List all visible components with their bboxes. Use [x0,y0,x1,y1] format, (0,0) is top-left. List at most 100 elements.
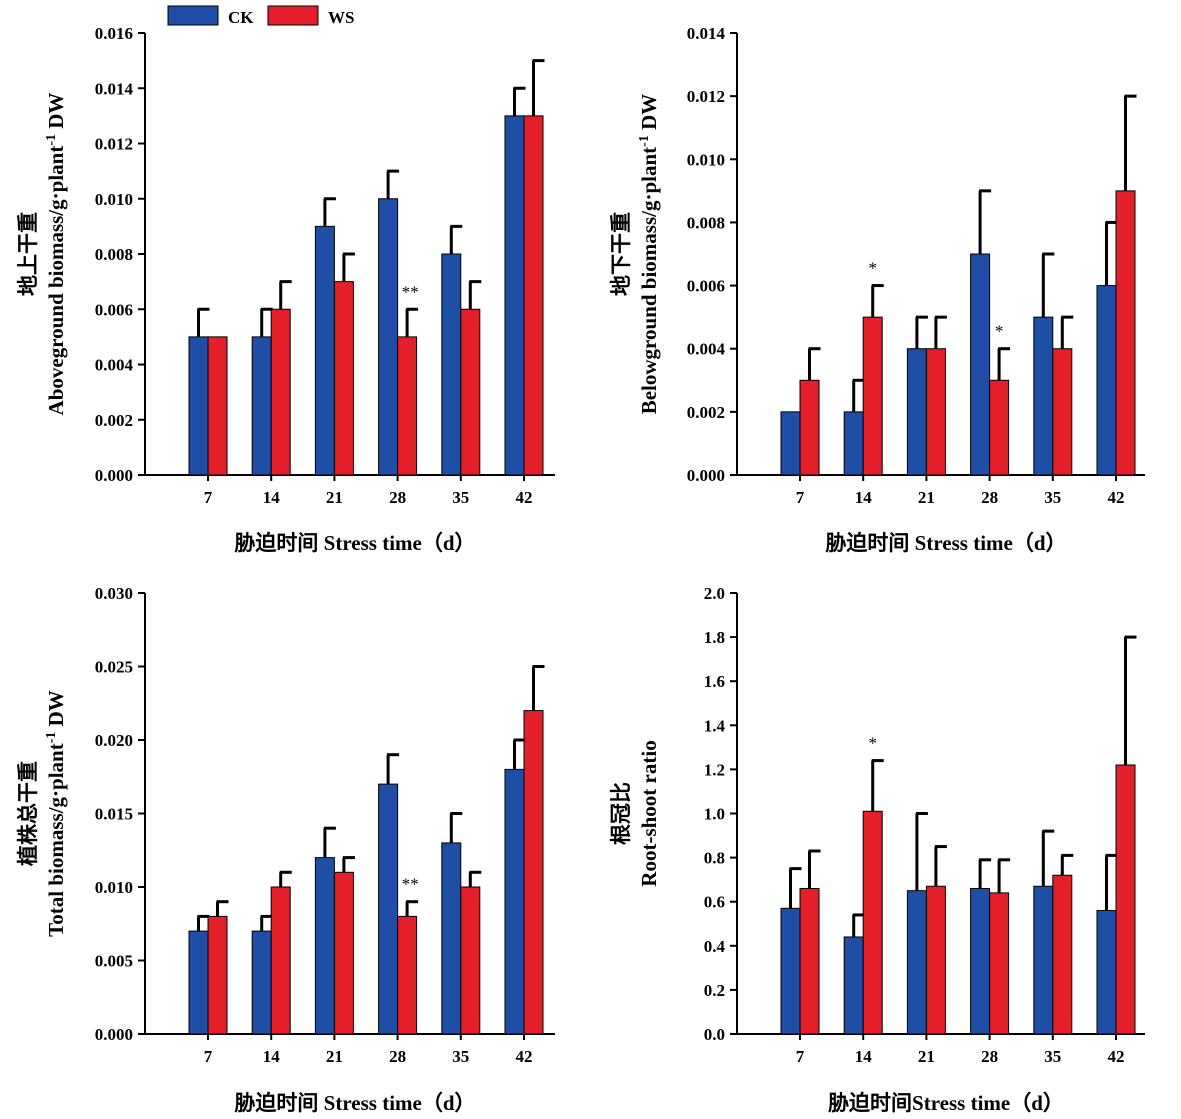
y-axis-title-cn: 地下干重 [609,212,633,296]
chart-panel-4: 0.0 0.2 0.4 0.6 0.8 1.0 1.2 1.4 1.6 1.8 2.0 7 14 21 28… [609,584,1145,1115]
x-tick-label: 21 [918,488,935,507]
bar-ck [780,411,801,476]
x-tick-label: 42 [516,488,533,507]
bar-ck [441,253,462,476]
bar-ck [906,348,927,476]
bar-ck [1033,885,1054,1035]
chart-panel-1: 0.000 0.002 0.004 0.006 0.008 0.010 0.012 0.014… [16,24,555,555]
y-tick-label: 0.015 [95,805,133,824]
y-tick-label: 0.000 [687,466,725,485]
bar-ck [378,783,399,1035]
x-tick-label: 21 [918,1047,935,1066]
y-tick-label: 0.010 [687,150,725,169]
x-axis-title: 胁迫时间 Stress time（d） [234,1091,475,1115]
y-tick-label: 0.030 [95,584,133,603]
legend: CK WS [167,5,354,27]
x-tick-label: 28 [389,1047,406,1066]
y-tick-label: 0.012 [687,87,725,106]
significance-mark: * [868,259,877,278]
bar-ws [397,915,418,1035]
y-axis-title: 植株总干重 Total biomass/g·plant-1 DW [16,690,68,937]
y-tick-label: 0.008 [95,245,133,264]
significance-mark: * [995,322,1004,341]
x-tick-label: 14 [855,1047,873,1066]
y-tick-label: 1.8 [704,628,725,647]
bar-ck [843,411,864,476]
y-tick-label: 0.005 [95,952,133,971]
y-tick-label: 0.8 [704,849,725,868]
y-axis-title-cn: 地上干重 [16,212,40,296]
x-tick-label: 7 [204,1047,213,1066]
bar-ck [188,930,209,1035]
legend-swatch-ws [267,5,319,26]
y-tick-label: 2.0 [704,584,725,603]
bar-ws [1115,764,1136,1035]
bar-ws [925,348,946,476]
y-axis-title: 地下干重 Belowground biomass/g·plant-1 DW [609,94,661,415]
bar-ck [906,890,927,1035]
bar-ck [970,887,991,1035]
x-tick-label: 7 [204,488,213,507]
y-tick-label: 0.2 [704,981,725,1000]
bar-ws [333,281,354,476]
bar-ck [251,336,272,476]
bar-ws [523,115,544,476]
y-tick-label: 1.2 [704,760,725,779]
x-tick-label: 42 [1108,1047,1125,1066]
y-tick-label: 0.010 [95,878,133,897]
significance-mark: ** [402,875,419,894]
x-tick-label: 35 [1044,488,1061,507]
bar-ws [207,915,228,1035]
bar-ck [251,930,272,1035]
y-tick-label: 0.000 [95,466,133,485]
y-tick-label: 0.002 [95,411,133,430]
significance-mark: * [868,734,877,753]
chart-panel-3: 0.000 0.005 0.010 0.015 0.020 0.025 0.030 7 14 21… [16,584,555,1115]
y-axis-title-en-main: Total biomass/g·plant [44,743,68,937]
y-tick-label: 0.006 [95,300,133,319]
bar-ws [862,316,883,476]
chart-panel-2: 0.000 0.002 0.004 0.006 0.008 0.010 0.012 0.014… [609,24,1145,555]
significance-mark: ** [402,282,419,301]
y-tick-label: 0.014 [95,79,134,98]
y-tick-label: 1.4 [704,716,726,735]
bar-ck [504,768,525,1035]
bar-ws [862,810,883,1035]
bar-ck [188,336,209,476]
bar-ck [314,857,335,1035]
y-axis-title-cn: 植株总干重 [16,761,40,866]
y-axis-title-en-suffix: DW [44,690,68,731]
y-axis-title-en-main: Belowground biomass/g·plant [637,147,661,414]
y-tick-label: 0.008 [687,213,725,232]
bar-ck [314,225,335,476]
bar-ws [523,710,544,1035]
bar-ws [1052,874,1073,1035]
legend-label-ck: CK [228,8,254,27]
y-tick-label: 0.014 [687,24,726,43]
x-axis-title: 胁迫时间Stress time（d） [828,1091,1064,1115]
y-axis-title-en: Root-shoot ratio [637,740,661,886]
chart-panels: 0.000 0.002 0.004 0.006 0.008 0.010 0.012 0.014… [16,24,1145,1115]
bar-ws [925,885,946,1035]
y-tick-label: 0.004 [95,356,134,375]
y-tick-label: 1.0 [704,805,725,824]
bar-ws [799,379,820,476]
x-tick-label: 14 [263,1047,281,1066]
bar-ws [460,886,481,1035]
legend-swatch-ck [167,5,219,26]
bar-ck [970,253,991,476]
x-tick-label: 35 [1044,1047,1061,1066]
x-axis-title: 胁迫时间 Stress time（d） [825,531,1066,555]
bar-ws [989,892,1010,1035]
bar-ws [270,886,291,1035]
x-tick-label: 14 [263,488,281,507]
bar-ws [989,379,1010,476]
bar-ws [270,308,291,476]
y-tick-label: 0.002 [687,403,725,422]
legend-label-ws: WS [328,8,354,27]
bar-ws [207,336,228,476]
bar-ws [1052,348,1073,476]
y-axis-title-en-suffix: DW [637,94,661,135]
y-axis-title-en-suffix: DW [44,93,68,134]
y-tick-label: 0.016 [95,24,133,43]
